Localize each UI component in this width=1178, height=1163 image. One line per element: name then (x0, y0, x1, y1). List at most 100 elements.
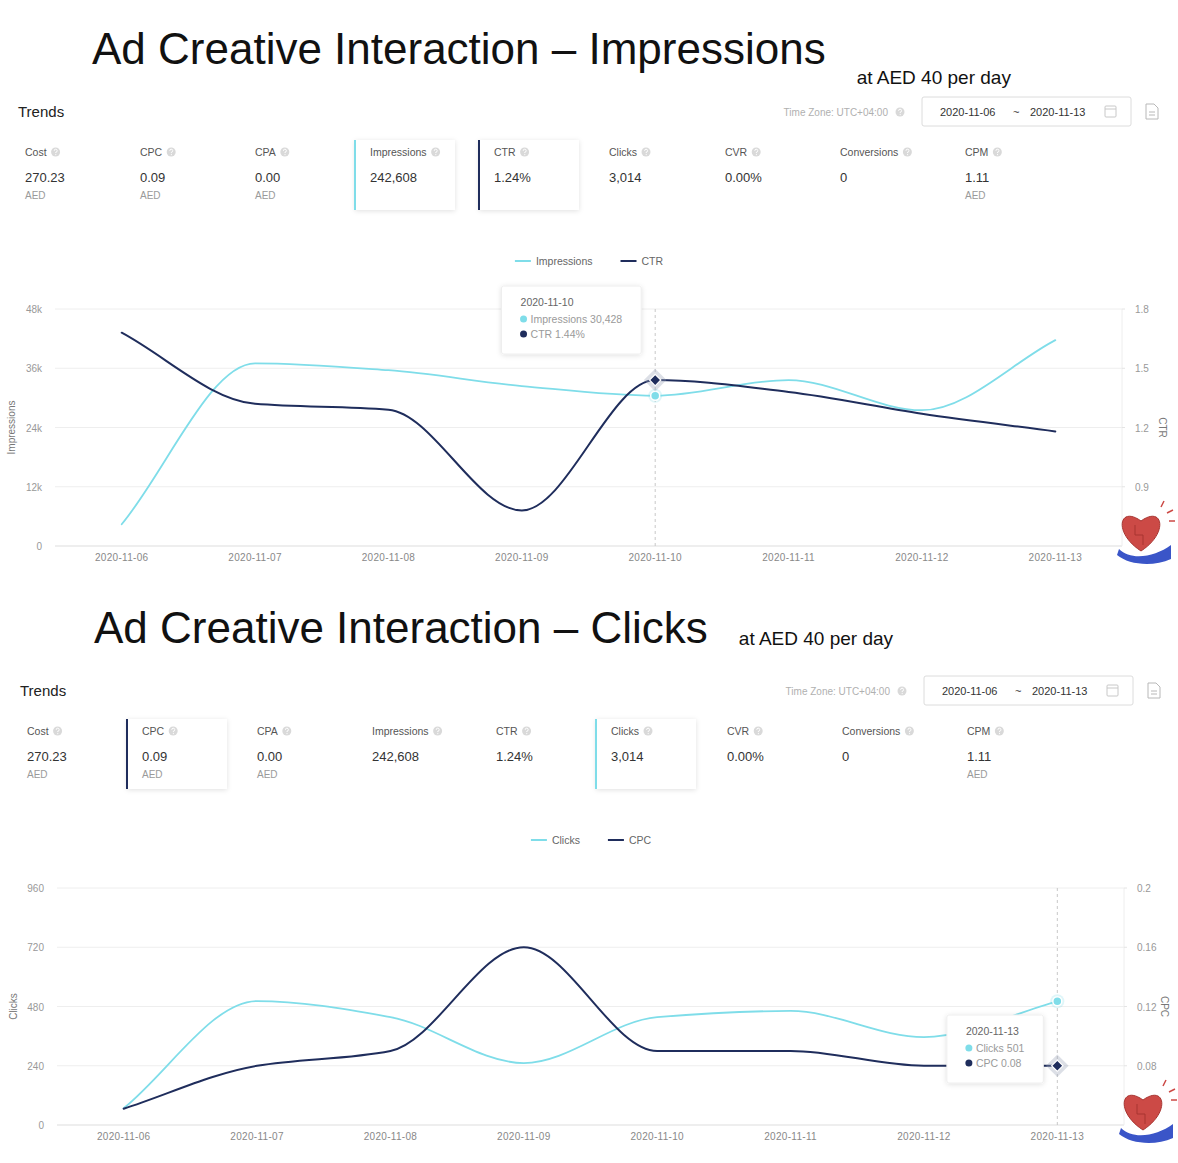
help-icon-dot (171, 154, 172, 155)
background (0, 0, 1178, 1163)
metric-value: 0.09 (142, 749, 167, 764)
metric-name: Conversions (840, 146, 898, 158)
hover-halo (1050, 994, 1064, 1008)
metric-name: Cost (27, 725, 49, 737)
x-tick-label: 2020-11-06 (95, 552, 149, 563)
metric-unit: AED (140, 190, 161, 201)
help-icon (642, 148, 651, 157)
hover-halo (644, 369, 667, 392)
help-icon-circle (752, 148, 761, 157)
legend-label: Impressions (536, 255, 593, 267)
metric-name: CPM (967, 725, 990, 737)
help-icon (905, 727, 914, 736)
help-icon-glyph (285, 728, 288, 732)
help-icon-circle (898, 687, 907, 696)
y2-tick (1122, 427, 1125, 428)
help-icon-dot (902, 693, 903, 694)
sticker-heart (1122, 516, 1160, 551)
help-icon-glyph (523, 149, 526, 153)
help-icon-glyph (645, 149, 648, 153)
date-picker[interactable] (922, 97, 1131, 126)
panel: Ad Creative Interaction – Impressionsat … (6, 24, 1175, 564)
help-icon-circle (903, 148, 912, 157)
y2-tick-label: 0.12 (1137, 1002, 1157, 1013)
metric-name: CPC (142, 725, 165, 737)
help-icon-circle (642, 148, 651, 157)
x-tick-label: 2020-11-07 (230, 1131, 284, 1142)
metric-card[interactable] (479, 140, 579, 210)
metric-card-accent (126, 719, 128, 789)
tooltip-dot (520, 331, 527, 338)
help-icon-dot (437, 733, 438, 734)
metric-card[interactable] (355, 140, 455, 210)
metric-value: 0.09 (140, 170, 165, 185)
y-tick-label: 36k (26, 363, 43, 374)
subtitle: at AED 40 per day (857, 67, 1012, 88)
y2-tick (1122, 309, 1125, 310)
help-icon-dot (999, 733, 1000, 734)
metric-name: CVR (725, 146, 748, 158)
x-tick-label: 2020-11-09 (497, 1131, 551, 1142)
metric-name: Conversions (842, 725, 900, 737)
tooltip: 2020-11-13Clicks 501CPC 0.08 (947, 1015, 1043, 1083)
export-icon[interactable] (1146, 104, 1158, 119)
metric-value: 242,608 (372, 749, 419, 764)
sticker (1117, 501, 1175, 564)
sticker-seam (1137, 1104, 1145, 1124)
tooltip-item: CPC 0.08 (976, 1057, 1022, 1069)
help-icon-dot (435, 154, 436, 155)
help-icon-glyph (998, 728, 1001, 732)
metric-value: 0.00 (257, 749, 282, 764)
hover-point (650, 374, 661, 385)
help-icon-dot (173, 733, 174, 734)
x-tick-label: 2020-11-13 (1031, 1131, 1085, 1142)
metric-unit: AED (255, 190, 276, 201)
help-icon (520, 148, 529, 157)
help-icon-glyph (755, 149, 758, 153)
x-tick-label: 2020-11-08 (362, 552, 416, 563)
help-icon-dot (900, 114, 901, 115)
heading: Trends (20, 682, 66, 699)
metric-unit: AED (142, 769, 163, 780)
metric-name: Impressions (370, 146, 427, 158)
help-icon (644, 727, 653, 736)
y-axis-title: Clicks (8, 993, 19, 1020)
metric-name: CVR (727, 725, 750, 737)
date-picker[interactable] (924, 676, 1133, 705)
tooltip-title: 2020-11-10 (521, 296, 574, 308)
help-icon-dot (997, 154, 998, 155)
help-icon-glyph (54, 149, 57, 153)
export-icon[interactable] (1148, 683, 1160, 698)
metric-card[interactable] (127, 719, 227, 789)
grid-line (55, 368, 1122, 369)
help-icon-dot (286, 733, 287, 734)
legend-label: Clicks (552, 834, 580, 846)
metric-value: 3,014 (611, 749, 644, 764)
y2-tick-label: 1.8 (1135, 304, 1149, 315)
hover-halo (1046, 1054, 1069, 1077)
help-icon-circle (995, 727, 1004, 736)
sticker-rays (1163, 1080, 1177, 1100)
metric-card[interactable] (596, 719, 696, 789)
grid-line (57, 1125, 1124, 1126)
y2-tick-label: 1.2 (1135, 423, 1149, 434)
metric-value: 242,608 (370, 170, 417, 185)
metric-unit: AED (967, 769, 988, 780)
metric-name: Clicks (611, 725, 639, 737)
y-tick-label: 12k (26, 482, 43, 493)
metric-value: 1.24% (494, 170, 531, 185)
tooltip-title: 2020-11-13 (966, 1025, 1019, 1037)
metric-card-accent (354, 140, 356, 210)
calendar-icon (1107, 685, 1118, 696)
date-from: 2020-11-06 (940, 106, 995, 118)
metric-value: 1.24% (496, 749, 533, 764)
subtitle: at AED 40 per day (739, 628, 894, 649)
metric-unit: AED (965, 190, 986, 201)
panel: Ad Creative Interaction – Clicksat AED 4… (8, 603, 1177, 1143)
y-tick-label: 720 (27, 942, 44, 953)
help-icon (903, 148, 912, 157)
tooltip-box (502, 286, 642, 354)
metric-value: 270.23 (27, 749, 67, 764)
x-tick-label: 2020-11-11 (764, 1131, 817, 1142)
help-icon-dot (284, 154, 285, 155)
